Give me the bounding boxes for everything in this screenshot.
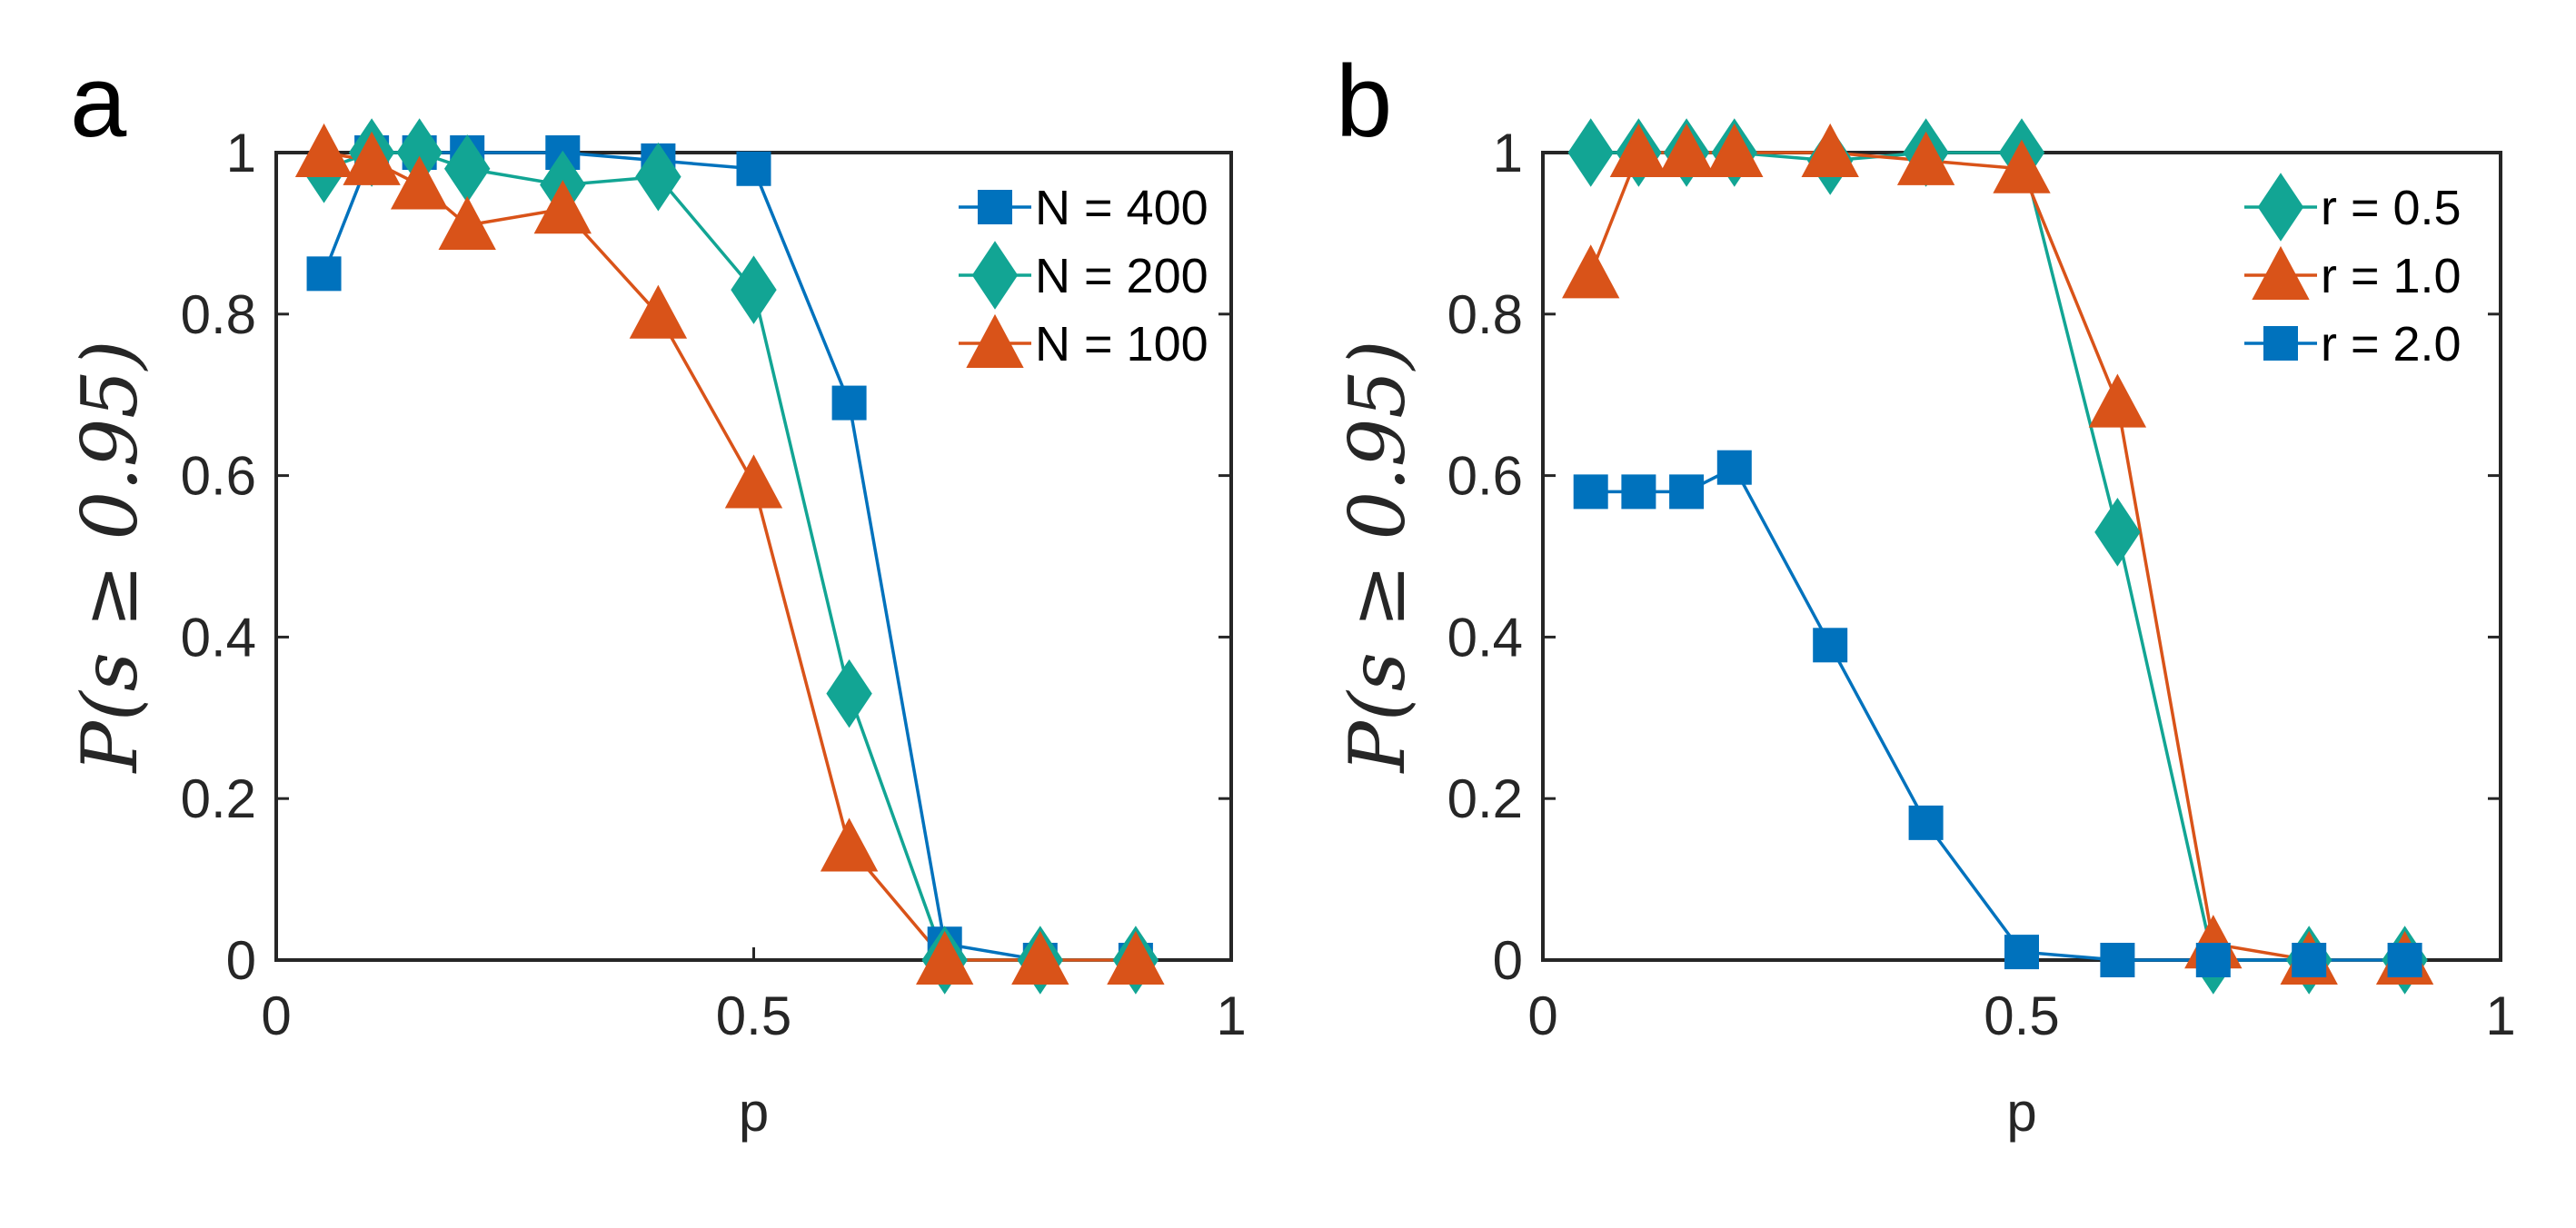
y-tick-label: 0 [1493,930,1523,991]
x-tick-label: 0 [1527,985,1557,1046]
data-point-1-4 [1801,123,1859,177]
data-point-2-6 [2004,935,2039,970]
y-tick-label: 1 [1493,123,1523,183]
data-point-1-6 [1993,139,2051,193]
legend-entry-label: r = 2.0 [2321,317,2462,371]
data-point-2-7 [820,817,879,872]
data-point-1-6 [731,255,777,324]
data-point-2-10 [2387,943,2422,977]
legend-marker [2263,326,2298,361]
data-point-1-7 [826,659,872,728]
x-axis-label: p [739,1082,769,1143]
y-tick-label: 0.4 [181,607,256,668]
x-tick-label: 1 [2485,985,2515,1046]
y-axis-label: P(s ≥ 0.95) [65,341,154,775]
data-point-1-0 [1562,244,1620,299]
legend-marker [971,241,1019,310]
y-tick-label: 0.4 [1447,607,1523,668]
data-point-1-3 [1706,123,1764,177]
data-point-2-6 [724,454,783,509]
data-point-0-7 [2094,498,2141,567]
legend-marker [2252,245,2310,300]
y-tick-label: 1 [226,123,256,183]
legend-marker [978,190,1012,224]
data-point-2-8 [2195,943,2231,977]
data-point-1-2 [1657,123,1716,177]
data-point-2-0 [1573,474,1608,510]
data-point-2-10 [1107,930,1165,985]
data-point-1-7 [2088,373,2147,428]
data-point-2-0 [294,123,353,177]
data-point-0-7 [831,385,867,421]
y-tick-label: 0 [226,930,256,991]
legend-marker [966,313,1024,368]
legend-marker [2257,173,2304,242]
x-axis-label: p [2006,1082,2036,1143]
data-point-2-1 [1621,474,1656,510]
legend-entry-label: N = 400 [1035,181,1208,235]
data-point-2-2 [390,155,449,210]
data-point-2-3 [1716,450,1752,485]
data-point-2-1 [343,131,401,185]
data-point-0-0 [306,256,342,292]
data-point-1-5 [1896,131,1955,185]
y-tick-label: 0.6 [181,446,256,507]
x-tick-label: 0.5 [1984,985,2059,1046]
x-tick-label: 0.5 [716,985,791,1046]
legend: r = 0.5 r = 1.0 r = 2.0 [2244,173,2462,371]
panel-label: b [1336,45,1392,158]
legend-entry-label: N = 100 [1035,317,1208,371]
y-tick-label: 0.2 [181,768,256,829]
data-point-1-5 [635,142,681,212]
y-axis-label: P(s ≥ 0.95) [1333,341,1422,775]
data-point-2-2 [1669,474,1705,510]
data-point-2-9 [2292,943,2327,977]
data-point-0-6 [736,151,771,186]
legend-entry-label: r = 1.0 [2321,249,2462,303]
data-point-0-0 [1567,118,1614,187]
y-tick-label: 0.2 [1447,768,1523,829]
data-point-2-4 [533,180,592,234]
data-point-2-5 [629,284,688,339]
y-tick-label: 0.8 [181,284,256,345]
data-point-2-5 [1908,805,1944,840]
series-line-2 [1590,465,2405,962]
y-tick-label: 0.6 [1447,446,1523,507]
data-point-1-1 [1609,123,1668,177]
panel-label: a [70,45,127,158]
data-point-2-3 [438,195,496,251]
legend: N = 400 N = 200 N = 100 [959,181,1208,371]
x-tick-label: 0 [261,985,291,1046]
data-point-2-7 [2100,943,2135,977]
data-point-2-8 [916,930,974,985]
y-tick-label: 0.8 [1447,284,1523,345]
data-point-2-4 [1813,628,1848,663]
data-point-2-9 [1011,930,1069,985]
legend-entry-label: r = 0.5 [2321,181,2462,235]
x-tick-label: 1 [1216,985,1246,1046]
legend-entry-label: N = 200 [1035,249,1208,303]
